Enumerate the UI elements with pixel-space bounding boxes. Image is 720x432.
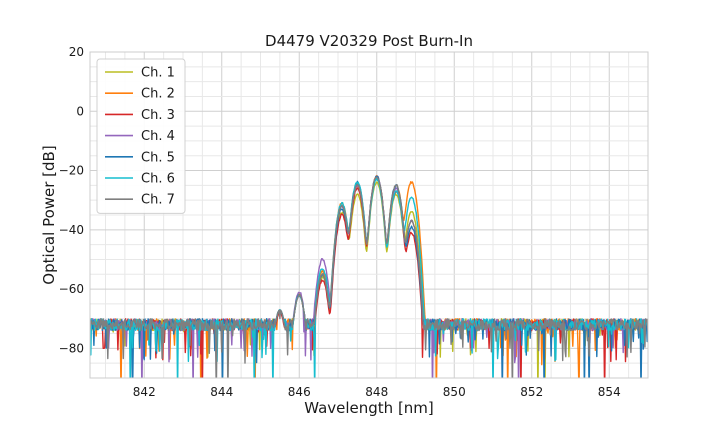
legend-label: Ch. 7 <box>141 193 175 208</box>
y-tick-label: 0 <box>76 104 84 118</box>
x-tick-label: 842 <box>133 385 156 399</box>
legend-label: Ch. 2 <box>141 87 175 102</box>
x-tick-label: 848 <box>365 385 388 399</box>
y-tick-label: −80 <box>59 341 84 355</box>
legend-label: Ch. 6 <box>141 172 175 187</box>
legend-label: Ch. 5 <box>141 150 175 165</box>
y-axis-label: Optical Power [dB] <box>40 145 58 284</box>
x-tick-label: 844 <box>210 385 233 399</box>
x-tick-label: 854 <box>598 385 621 399</box>
y-tick-label: −40 <box>59 223 84 237</box>
y-tick-label: 20 <box>69 45 84 59</box>
chart-title: D4479 V20329 Post Burn-In <box>265 32 473 50</box>
legend-label: Ch. 4 <box>141 129 175 144</box>
legend-label: Ch. 3 <box>141 108 175 123</box>
plot-frame <box>89 51 649 379</box>
series-group <box>90 175 648 378</box>
plot-area <box>89 51 649 379</box>
y-tick-labels: −80 −60 −40 −20 0 20 <box>59 45 84 355</box>
y-tick-label: −20 <box>59 164 84 178</box>
x-tick-label: 850 <box>443 385 466 399</box>
legend-box <box>96 58 186 214</box>
legend-label: Ch. 1 <box>141 66 175 81</box>
y-tick-label: −60 <box>59 282 84 296</box>
x-tick-label: 846 <box>288 385 311 399</box>
series-line-ch7 <box>90 176 648 378</box>
x-axis-label: Wavelength [nm] <box>304 399 434 417</box>
legend: Ch. 1 Ch. 2 Ch. 3 Ch. 4 Ch. 5 Ch. 6 Ch. 7 <box>96 58 186 214</box>
x-tick-labels: 842 844 846 848 850 852 854 <box>133 385 621 399</box>
x-tick-label: 852 <box>520 385 543 399</box>
